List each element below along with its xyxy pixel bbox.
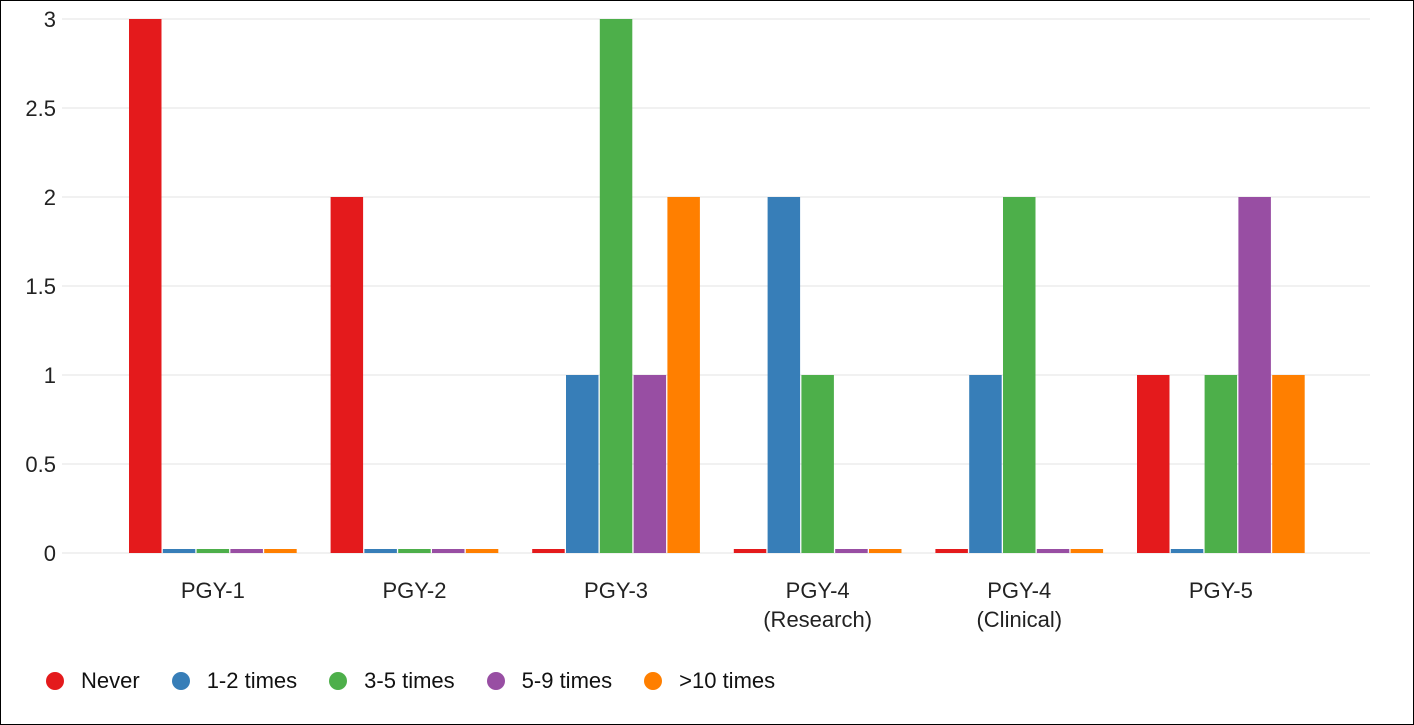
legend-item[interactable]: 5-9 times [486, 668, 613, 694]
bar-5-9-times-5 [1036, 549, 1070, 553]
x-tick-label: PGY-3 [584, 578, 648, 603]
bar-10-times-1 [264, 549, 297, 553]
bar-1-2-times-6 [1170, 549, 1204, 553]
x-tick-label: PGY-1 [181, 578, 245, 603]
bar-5-9-times-3 [633, 375, 667, 553]
bar-5-9-times-2 [432, 549, 465, 553]
legend-label: >10 times [679, 668, 776, 693]
y-tick-label: 1 [44, 363, 56, 388]
legend-label: Never [81, 668, 140, 693]
x-tick-label: PGY-5 [1189, 578, 1253, 603]
legend-swatch-icon [171, 672, 190, 690]
bar-3-5-times-3 [599, 19, 633, 553]
x-tick-label: (Clinical) [976, 607, 1062, 632]
bar-never-6 [1137, 375, 1170, 553]
legend-swatch-icon [644, 672, 663, 690]
bar-never-3 [532, 549, 565, 553]
bar-1-2-times-3 [566, 375, 599, 553]
bar-10-times-2 [465, 549, 499, 553]
bar-10-times-4 [869, 549, 902, 553]
bar-1-2-times-4 [767, 197, 801, 553]
legend-swatch-icon [329, 672, 348, 690]
legend-label: 3-5 times [364, 668, 455, 693]
legend-item[interactable]: Never [46, 668, 140, 694]
bar-5-9-times-6 [1238, 197, 1271, 553]
legend-label: 1-2 times [206, 668, 298, 693]
bar-1-2-times-5 [969, 375, 1002, 553]
bar-never-4 [733, 549, 767, 553]
legend-item[interactable]: 3-5 times [329, 668, 455, 694]
bar-10-times-5 [1070, 549, 1104, 553]
x-tick-label: (Research) [763, 607, 872, 632]
x-tick-label: PGY-4 [987, 578, 1051, 603]
bar-10-times-6 [1272, 375, 1305, 553]
bar-3-5-times-5 [1003, 197, 1036, 553]
y-tick-label: 0 [44, 541, 56, 566]
chart-legend: Never 1-2 times 3-5 times 5-9 times >10 time… [46, 668, 807, 694]
bar-never-5 [935, 549, 968, 553]
y-tick-label: 2 [44, 185, 56, 210]
bar-1-2-times-1 [162, 549, 196, 553]
legend-swatch-icon [46, 672, 64, 690]
bar-3-5-times-4 [801, 375, 834, 553]
legend-label: 5-9 times [521, 668, 613, 693]
bar-1-2-times-2 [364, 549, 397, 553]
y-tick-label: 3 [44, 7, 56, 32]
bar-5-9-times-4 [835, 549, 868, 553]
legend-item[interactable]: >10 times [644, 668, 775, 694]
x-tick-label: PGY-2 [382, 578, 446, 603]
legend-swatch-icon [486, 672, 505, 690]
y-tick-label: 1.5 [25, 274, 56, 299]
bar-never-2 [330, 197, 364, 553]
y-tick-label: 0.5 [25, 452, 56, 477]
bar-5-9-times-1 [230, 549, 263, 553]
bar-never-1 [129, 19, 162, 553]
bar-10-times-3 [667, 197, 700, 553]
bar-3-5-times-1 [196, 549, 230, 553]
y-tick-label: 2.5 [25, 96, 56, 121]
x-tick-label: PGY-4 [786, 578, 850, 603]
bar-3-5-times-6 [1204, 375, 1238, 553]
bar-3-5-times-2 [398, 549, 431, 553]
legend-item[interactable]: 1-2 times [171, 668, 298, 694]
